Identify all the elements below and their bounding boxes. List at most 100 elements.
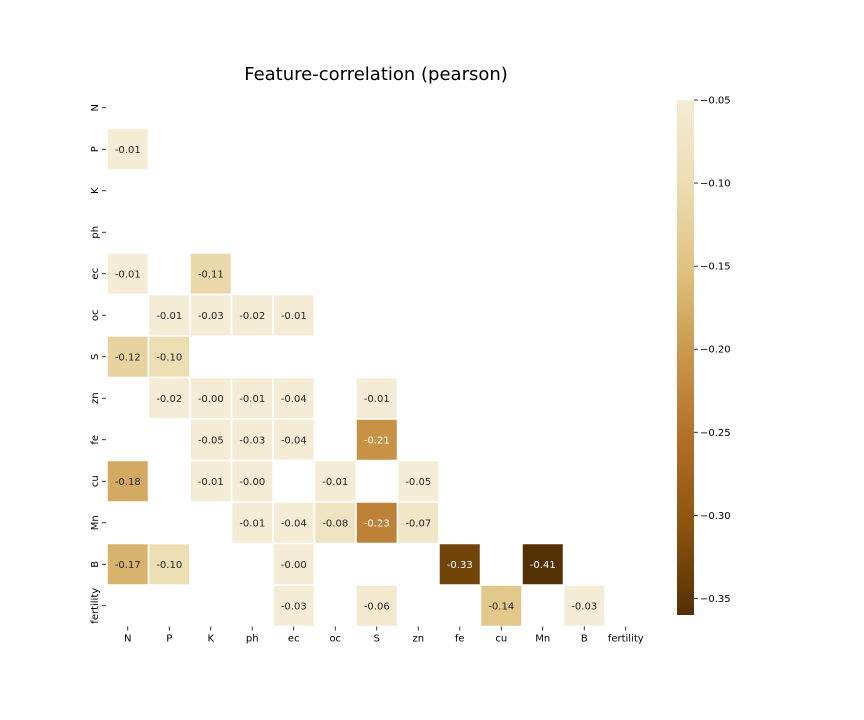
row-tick-label: ec [90, 268, 101, 280]
cell-value-label: -0.01 [115, 145, 141, 156]
heatmap-cell [355, 501, 399, 545]
cell-value-label: -0.00 [281, 560, 307, 571]
column-tick-label: cu [495, 634, 507, 645]
column-tick-label: ec [288, 634, 300, 645]
cell-value-label: -0.14 [488, 601, 514, 612]
row-tick-label: oc [90, 309, 101, 321]
heatmap-cell [106, 542, 150, 586]
column-tick-label: N [124, 634, 131, 645]
cell-value-label: -0.06 [364, 601, 390, 612]
cell-value-label: -0.04 [281, 394, 307, 405]
cell-value-label: -0.02 [239, 311, 265, 322]
cell-value-label: -0.03 [198, 311, 224, 322]
cell-value-label: -0.23 [364, 518, 390, 529]
heatmap-cell [106, 252, 150, 296]
column-tick-label: K [207, 634, 214, 645]
cell-value-label: -0.21 [364, 435, 390, 446]
column-tick-label: zn [412, 634, 424, 645]
row-tick-label: P [90, 146, 101, 152]
cell-value-label: -0.05 [405, 477, 431, 488]
row-tick-label: ph [90, 226, 101, 239]
column-tick-label: Mn [535, 634, 550, 645]
heatmap-cell [272, 293, 316, 337]
cell-value-label: -0.08 [322, 518, 348, 529]
heatmap-cell [230, 376, 274, 420]
heatmap-cell [521, 542, 565, 586]
cell-value-label: -0.01 [322, 477, 348, 488]
colorbar-tick-label: −0.25 [700, 428, 731, 439]
cell-value-label: -0.04 [281, 518, 307, 529]
column-tick-label: fertility [608, 634, 644, 645]
column-tick-label: P [166, 634, 172, 645]
cell-value-label: -0.01 [239, 394, 265, 405]
heatmap-cell [106, 335, 150, 379]
heatmap-cell [438, 542, 482, 586]
cell-value-label: -0.00 [239, 477, 265, 488]
cell-value-label: -0.04 [281, 435, 307, 446]
colorbar: −0.05 −0.10 −0.15 −0.20 −0.25 −0.30 −0.35 [677, 96, 731, 615]
cell-value-label: -0.10 [156, 560, 182, 571]
cell-value-label: -0.01 [115, 269, 141, 280]
colorbar-gradient [677, 100, 694, 615]
column-tick-label: oc [329, 634, 341, 645]
heatmap-cell [106, 127, 150, 171]
cell-value-label: -0.18 [115, 477, 141, 488]
cell-value-label: -0.07 [405, 518, 431, 529]
cell-value-label: -0.03 [239, 435, 265, 446]
row-tick-label: zn [90, 392, 101, 404]
colorbar-tick-label: −0.20 [700, 345, 731, 356]
colorbar-tick-label: −0.35 [700, 594, 731, 605]
cell-value-label: -0.01 [281, 311, 307, 322]
colorbar-tick-label: −0.15 [700, 262, 731, 273]
row-tick-label: Mn [90, 515, 101, 530]
heatmap-cell [355, 418, 399, 462]
row-tick-label: fe [90, 435, 101, 445]
heatmap-cell [230, 459, 274, 503]
heatmap-cells: -0.01 -0.01 -0.11 -0.01 -0.03 -0.02 -0.01 -0.12… [106, 127, 606, 628]
colorbar-tick-label: −0.05 [700, 96, 731, 107]
cell-value-label: -0.01 [239, 518, 265, 529]
cell-value-label: -0.02 [156, 394, 182, 405]
row-tick-label: B [90, 561, 101, 568]
cell-value-label: -0.01 [156, 311, 182, 322]
cell-value-label: -0.01 [364, 394, 390, 405]
heatmap-cell [230, 293, 274, 337]
cell-value-label: -0.01 [198, 477, 224, 488]
heatmap-cell [272, 542, 316, 586]
cell-value-label: -0.03 [281, 601, 307, 612]
colorbar-tick-label: −0.30 [700, 511, 731, 522]
chart-title: Feature-correlation (pearson) [244, 64, 508, 85]
colorbar-tick-label: −0.10 [700, 179, 731, 190]
cell-value-label: -0.41 [530, 560, 556, 571]
heatmap-cell [396, 459, 440, 503]
column-tick-label: fe [455, 634, 465, 645]
cell-value-label: -0.10 [156, 352, 182, 363]
row-tick-label: fertility [90, 588, 101, 624]
heatmap-cell [189, 459, 233, 503]
column-tick-label: B [581, 634, 588, 645]
heatmap-cell [313, 459, 357, 503]
heatmap-cell [355, 376, 399, 420]
column-tick-label: S [374, 634, 380, 645]
cell-value-label: -0.05 [198, 435, 224, 446]
row-tick-label: cu [90, 475, 101, 487]
heatmap-cell [562, 584, 606, 628]
heatmap-cell [147, 376, 191, 420]
heatmap-cell [147, 542, 191, 586]
cell-value-label: -0.00 [198, 394, 224, 405]
heatmap-cell [230, 418, 274, 462]
row-tick-label: K [90, 187, 101, 194]
heatmap-cell [479, 584, 523, 628]
heatmap-cell [106, 459, 150, 503]
heatmap-cell [189, 293, 233, 337]
cell-value-label: -0.33 [447, 560, 473, 571]
heatmap-cell [272, 418, 316, 462]
cell-value-label: -0.11 [198, 269, 224, 280]
row-tick-label: S [90, 354, 101, 360]
cell-value-label: -0.12 [115, 352, 141, 363]
column-tick-label: ph [246, 634, 259, 645]
heatmap-cell [396, 501, 440, 545]
